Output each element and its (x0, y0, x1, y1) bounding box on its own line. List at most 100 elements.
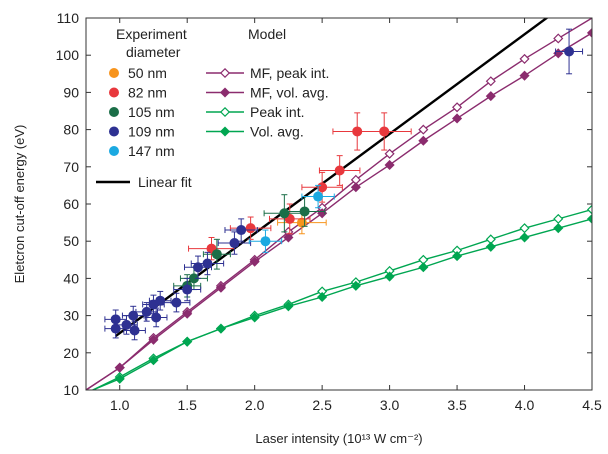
point-marker (379, 126, 390, 137)
y-tick-label: 20 (63, 345, 79, 361)
model-point-2 (519, 223, 530, 234)
point-marker (236, 225, 247, 236)
data-point (248, 229, 283, 253)
model-point-1 (452, 113, 463, 124)
point-marker (211, 249, 222, 260)
model-point-1 (249, 256, 260, 267)
point-marker (151, 312, 162, 323)
legend-marker-105-nm (109, 107, 119, 117)
y-tick-label: 80 (63, 122, 79, 138)
x-tick-label: 2.0 (245, 397, 265, 413)
data-point (224, 218, 258, 242)
model-point-1 (114, 362, 125, 373)
legend-marker-147-nm (109, 146, 119, 156)
legend-label-linear-fit: Linear fit (138, 174, 192, 190)
data-point (123, 320, 146, 341)
point-marker (141, 306, 152, 317)
legend-label-experiment: 105 nm (128, 104, 175, 120)
data-point (301, 184, 335, 209)
data-point (142, 294, 165, 315)
legend-label-experiment: 50 nm (128, 65, 167, 81)
point-marker (171, 297, 182, 308)
model-line-2 (92, 208, 592, 390)
legend-label-model: Vol. avg. (250, 124, 304, 140)
data-point (555, 28, 584, 75)
legend-label-model: MF, peak int. (250, 65, 329, 81)
model-point-3 (553, 223, 564, 234)
model-point-0 (553, 33, 564, 44)
model-point-3 (452, 251, 463, 262)
legend-model-marker (219, 106, 231, 118)
legend-label-experiment: 109 nm (128, 124, 175, 140)
x-tick-label: 3.5 (447, 397, 467, 413)
model-point-3 (586, 213, 592, 224)
x-tick-label: 1.5 (177, 397, 197, 413)
data-point (301, 171, 343, 203)
y-tick-label: 100 (56, 47, 80, 63)
legend-model-marker (219, 87, 231, 98)
model-point-3 (182, 336, 193, 347)
legend-model-heading: Model (248, 26, 286, 42)
model-point-0 (418, 124, 429, 135)
model-point-3 (350, 280, 361, 291)
model-point-0 (519, 53, 530, 64)
model-point-1 (215, 282, 226, 293)
x-tick-label: 1.0 (110, 397, 130, 413)
point-marker (129, 325, 140, 336)
y-tick-label: 110 (57, 10, 80, 26)
model-point-1 (384, 159, 395, 170)
point-marker (564, 46, 575, 57)
model-point-3 (215, 323, 226, 334)
y-tick-label: 90 (63, 84, 79, 100)
axis-ticks-layer: 1.0 1.5 2.0 2.5 3.0 3.5 4.0 4.5 10 20 30 40 50 60 70 80… (56, 10, 602, 413)
x-axis-label: Laser intensity (10¹³ W cm⁻²) (255, 431, 422, 446)
legend-label-experiment: 147 nm (128, 143, 175, 159)
model-curves-layer (86, 18, 592, 390)
legend-model-marker (219, 67, 231, 79)
y-tick-label: 40 (63, 270, 79, 286)
point-marker (155, 295, 166, 306)
model-point-3 (485, 241, 496, 252)
y-tick-label: 30 (63, 308, 79, 324)
legend-label-model: MF, vol. avg. (250, 85, 329, 101)
model-point-1 (182, 308, 193, 319)
model-line-1 (86, 32, 592, 390)
legend-label-model: Peak int. (250, 104, 304, 120)
legend-model-marker (219, 126, 231, 137)
legend-marker-109-nm (109, 126, 119, 137)
model-point-1 (485, 91, 496, 102)
point-marker (192, 262, 203, 273)
point-marker (313, 191, 324, 202)
point-marker (299, 206, 310, 217)
x-tick-label: 4.5 (582, 397, 602, 413)
y-axis-label: Eletcron cut-off energy (eV) (12, 125, 27, 284)
data-point (217, 231, 252, 255)
x-tick-label: 2.5 (312, 397, 332, 413)
model-point-0 (384, 148, 395, 159)
y-tick-label: 50 (63, 233, 79, 249)
model-point-3 (317, 291, 328, 303)
data-point (162, 292, 191, 313)
model-point-3 (148, 355, 159, 366)
model-point-3 (418, 262, 429, 273)
x-tick-label: 3.0 (380, 397, 400, 413)
point-marker (110, 323, 121, 334)
legend: Experiment diameter Model 50 nm 82 nm 105 nm 1… (96, 26, 329, 190)
model-point-0 (452, 102, 463, 113)
legend-marker-82-nm (109, 87, 119, 98)
point-marker (182, 284, 193, 295)
model-line-0 (86, 18, 592, 390)
model-point-3 (114, 373, 125, 384)
point-marker (121, 319, 132, 330)
point-marker (188, 273, 199, 284)
model-point-1 (586, 27, 592, 38)
x-tick-label: 4.0 (515, 397, 535, 413)
model-point-1 (418, 135, 429, 146)
point-marker (334, 165, 345, 176)
model-point-2 (553, 213, 564, 224)
model-point-0 (485, 76, 496, 87)
point-marker (202, 258, 213, 269)
model-line-3 (92, 218, 592, 390)
model-point-1 (350, 182, 361, 193)
